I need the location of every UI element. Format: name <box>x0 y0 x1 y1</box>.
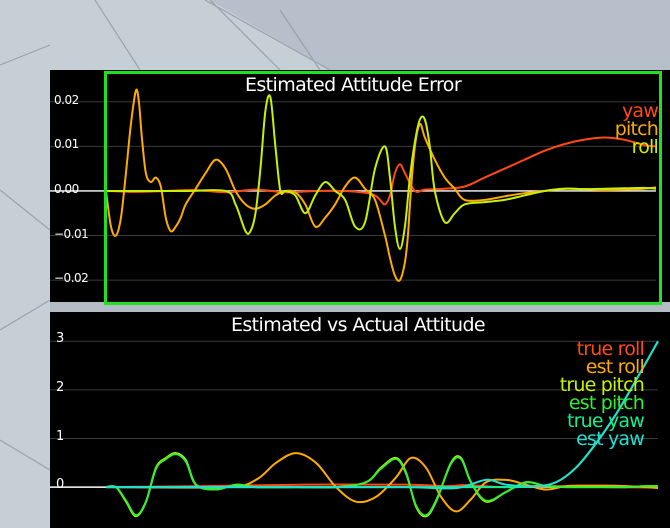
legend-est-roll: est roll <box>585 356 645 378</box>
legend-roll: roll <box>631 136 659 158</box>
series-line-est-pitch <box>105 453 659 517</box>
y-tick-label: 0.02 <box>54 92 79 107</box>
legend-true-pitch: true pitch <box>559 374 645 396</box>
y-tick-label: 1 <box>56 428 65 444</box>
attitude-error-title: Estimated Attitude Error <box>244 74 462 96</box>
y-tick-label: −0.01 <box>54 226 89 241</box>
legend-pitch: pitch <box>614 118 659 140</box>
series-line-roll <box>105 94 657 250</box>
attitude-comparison-plot[interactable]: Estimated vs Actual Attitude 3 2 1 0 true r… <box>50 312 670 528</box>
series-line-yaw <box>105 136 657 206</box>
series-line-est-roll <box>105 452 659 513</box>
series-line-est-yaw <box>105 340 659 490</box>
legend-true-roll: true roll <box>576 338 645 360</box>
attitude-error-chart <box>50 88 657 282</box>
attitude-error-legend: yaw pitch roll <box>614 100 659 158</box>
legend-true-yaw: true yaw <box>566 410 645 432</box>
attitude-comparison-chart <box>50 340 659 518</box>
y-tick-label: 0.01 <box>54 137 79 152</box>
floor-grid-lines <box>0 0 331 471</box>
y-tick-label: 3 <box>56 331 65 347</box>
legend-est-pitch: est pitch <box>568 392 645 414</box>
y-tick-label: −0.02 <box>54 271 89 286</box>
legend-est-yaw: est yaw <box>576 428 645 450</box>
attitude-error-plot[interactable]: Estimated Attitude Error 0.02 0.01 0.00 −0.… <box>50 70 670 302</box>
attitude-comparison-legend: true roll est roll true pitch est pitch … <box>559 338 645 450</box>
y-tick-label: 0.00 <box>54 181 79 196</box>
legend-yaw: yaw <box>621 100 659 122</box>
y-tick-label: 0 <box>56 477 65 493</box>
y-tick-label: 2 <box>56 379 65 395</box>
attitude-comparison-title: Estimated vs Actual Attitude <box>230 314 486 336</box>
series-line-pitch <box>105 88 657 282</box>
